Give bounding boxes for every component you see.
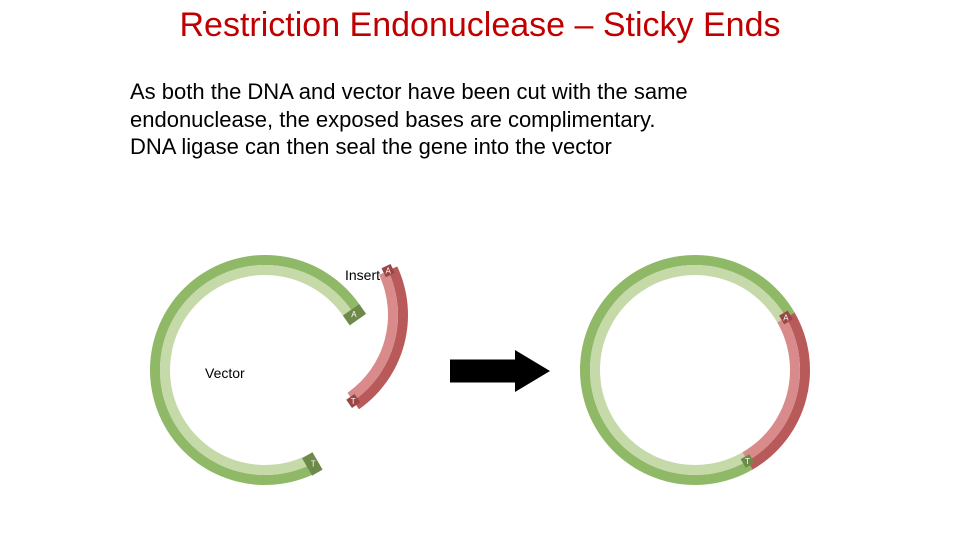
svg-text:A: A	[783, 314, 789, 323]
svg-text:T: T	[745, 457, 750, 466]
page-title: Restriction Endonuclease – Sticky Ends	[0, 6, 960, 45]
left-plasmid-open: TA	[150, 255, 366, 485]
svg-text:T: T	[311, 459, 316, 468]
plasmid-diagram: TA AT AT Vector Insert	[110, 200, 850, 520]
body-line-1: As both the DNA and vector have been cut…	[130, 78, 850, 106]
arrow-icon	[450, 350, 550, 392]
body-line-2: endonuclease, the exposed bases are comp…	[130, 106, 850, 134]
right-plasmid-ligated: AT	[580, 255, 810, 485]
svg-text:A: A	[351, 310, 357, 319]
body-text: As both the DNA and vector have been cut…	[130, 78, 850, 161]
svg-text:A: A	[385, 267, 391, 276]
vector-label: Vector	[205, 365, 245, 381]
slide: Restriction Endonuclease – Sticky Ends A…	[0, 0, 960, 540]
insert-fragment: AT	[346, 264, 408, 409]
title-text: Restriction Endonuclease – Sticky Ends	[180, 6, 781, 44]
insert-label: Insert	[345, 267, 380, 283]
svg-text:T: T	[351, 397, 356, 406]
body-line-3: DNA ligase can then seal the gene into t…	[130, 133, 850, 161]
